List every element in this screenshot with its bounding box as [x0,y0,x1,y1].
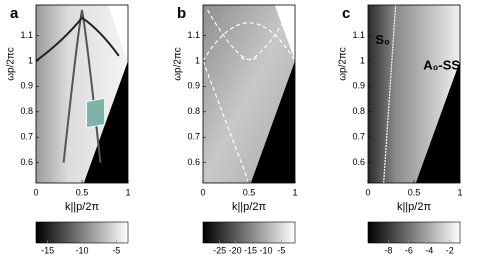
x-tick-label: 1 [125,187,130,197]
x-tick-label: 0.5 [76,187,89,197]
colorbar [367,221,461,244]
colorbar [202,221,296,244]
x-tick-label: 1 [457,187,462,197]
colorbar-tick-label: -10 [75,245,88,255]
y-tick-label: 0.8 [352,106,365,116]
mode [62,9,102,163]
y-tick-label: 1 [28,55,33,65]
panel-label: c [342,5,350,22]
colorbar-tick-label: -10 [259,245,272,255]
y-tick-label: 0.6 [20,157,33,167]
y-tick-label: 0.9 [352,81,365,91]
x-axis-label: k||p/2π [65,201,100,213]
y-tick-label: 0.9 [20,81,33,91]
panel: S₀ A₀-SS c 0.6 0.7 0.8 0.9 1 1.1 0 0.5 1 k||p/2π ωp/2… [338,4,463,255]
light-cone [250,60,295,183]
colorbar-tick-label: -5 [277,245,285,255]
y-tick-label: 1.1 [20,30,33,40]
colorbar-tick-label: -4 [425,245,433,255]
band-edge [203,60,250,183]
panel-label: b [177,5,186,22]
colorbar-tick-label: -2 [446,245,454,255]
y-tick-label: 1.1 [187,30,200,40]
x-tick-label: 0 [33,187,38,197]
plot-area [368,5,460,183]
x-tick-label: 0 [200,187,205,197]
x-tick-label: 0 [365,187,370,197]
y-tick-label: 0.6 [352,157,365,167]
mode-line [383,5,397,183]
y-tick-label: 0.7 [352,132,365,142]
zone-edge [107,5,128,61]
plot-area [36,5,128,183]
colorbar-tick-label: -15 [41,245,54,255]
light-cone [415,60,460,183]
y-tick-label: 0.7 [20,132,33,142]
colorbar-tick-label: -15 [244,245,257,255]
annotation: A₀-SS [423,57,460,72]
colorbar-tick-label: -25 [213,245,226,255]
y-axis-label: ωp/2πc [173,47,184,81]
y-tick-label: 1.1 [352,30,365,40]
band-edge [239,9,291,61]
panel-label: a [10,5,19,22]
y-tick-label: 0.8 [187,106,200,116]
x-tick-label: 0.5 [408,187,421,197]
y-tick-label: 0.9 [187,81,200,91]
colorbar-tick-label: -5 [112,245,120,255]
colorbar-tick-label: -8 [384,245,392,255]
y-tick-label: 1 [360,55,365,65]
y-axis-label: ωp/2πc [6,47,17,81]
mode [36,16,120,62]
x-axis-label: k||p/2π [232,201,267,213]
annotation: S₀ [375,32,390,47]
colorbar-tick-label: -6 [405,245,413,255]
panel: a 0.6 0.7 0.8 0.9 1 1.1 0 0.5 1 k||p/2π ωp/2πc -15 -1… [6,4,131,255]
y-tick-label: 0.7 [187,132,200,142]
plot-area [203,5,295,183]
band-edge [203,22,295,62]
panel: b 0.6 0.7 0.8 0.9 1 1.1 0 0.5 1 k||p/2π ωp/2πc -25 -2… [173,4,298,255]
band-edge [207,9,259,61]
y-axis-label: ωp/2πc [338,47,349,81]
x-tick-label: 1 [292,187,297,197]
y-tick-label: 0.8 [20,106,33,116]
x-axis-label: k||p/2π [397,201,432,213]
zone-edge [274,5,295,61]
y-tick-label: 1 [195,55,200,65]
inset [86,97,105,129]
y-tick-label: 0.6 [187,157,200,167]
light-cone [83,60,128,183]
colorbar [35,221,129,244]
x-tick-label: 0.5 [243,187,256,197]
colorbar-tick-label: -20 [229,245,242,255]
